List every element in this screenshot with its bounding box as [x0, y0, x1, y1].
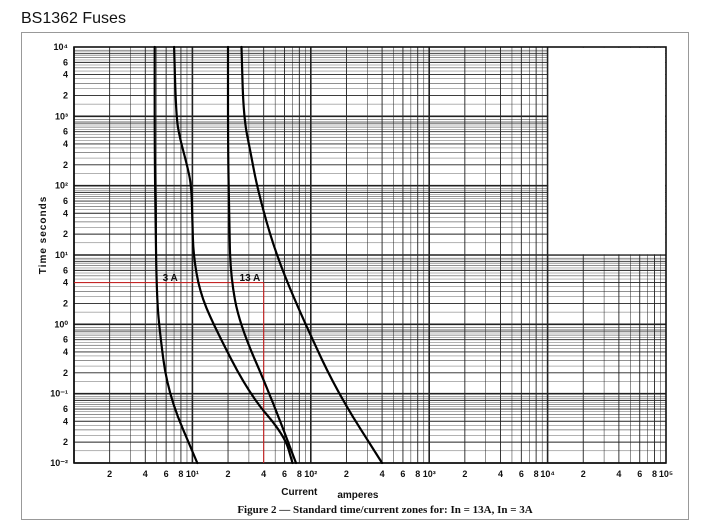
curve-label-3a: 3 A: [163, 273, 178, 284]
x-tick-label: 8: [652, 469, 657, 479]
x-tick-label: 4: [616, 469, 621, 479]
y-tick-label: 6: [63, 265, 68, 275]
y-tick-label: 10⁰: [54, 319, 68, 329]
x-tick-label: 10¹: [186, 469, 199, 479]
y-tick-label: 2: [63, 368, 68, 378]
y-tick-label: 6: [63, 404, 68, 414]
x-axis-label-unit: amperes: [337, 490, 379, 501]
y-tick-label: 2: [63, 160, 68, 170]
y-tick-label: 2: [63, 90, 68, 100]
blank-region: [548, 47, 666, 255]
curves: [153, 45, 384, 465]
x-tick-label: 10⁴: [540, 469, 554, 479]
page-title: BS1362 Fuses: [21, 10, 126, 27]
x-tick-label: 8: [534, 469, 539, 479]
x-axis-label: Current: [281, 487, 318, 498]
x-tick-label: 2: [462, 469, 467, 479]
y-axis-label: Time seconds: [38, 196, 49, 275]
x-tick-label: 4: [498, 469, 503, 479]
curve-labels: 3 A 13 A: [163, 273, 261, 284]
axis-labels: Current amperes Time seconds: [38, 196, 379, 501]
y-tick-label: 10³: [55, 111, 68, 121]
y-tick-label: 4: [63, 139, 68, 149]
y-tick-label: 6: [63, 196, 68, 206]
y-tick-label: 10¹: [55, 250, 68, 260]
y-tick-label: 10⁴: [54, 42, 68, 52]
y-tick-label: 4: [63, 347, 68, 357]
x-tick-label: 4: [261, 469, 266, 479]
x-tick-label: 2: [226, 469, 231, 479]
x-tick-label: 8: [178, 469, 183, 479]
y-tick-label: 6: [63, 57, 68, 67]
time-current-chart: 10⁴ 6 4 2 10³ 6 4 2 10² 6 4 2 10¹ 6 4 2 10⁰ 6 4 2 10⁻¹ 6 4 2 10⁻…: [38, 42, 673, 516]
x-tick-label: 10³: [423, 469, 436, 479]
curve-13A-min: [226, 45, 298, 465]
x-tick-label: 2: [581, 469, 586, 479]
y-tick-label: 6: [63, 127, 68, 137]
y-tick-label: 4: [63, 208, 68, 218]
x-tick-label: 6: [637, 469, 642, 479]
x-tick-label: 6: [164, 469, 169, 479]
x-tick-label: 6: [400, 469, 405, 479]
curve-label-13a: 13 A: [240, 273, 261, 284]
y-tick-label: 4: [63, 70, 68, 80]
y-tick-label: 10²: [55, 181, 68, 191]
x-tick-labels: 2 4 6 8 10¹ 2 4 6 8 10² 2 4 6 8 10³ 2 4 6 8 10⁴ 2 4 6 8 10⁵: [107, 469, 673, 479]
curve-13A-max: [240, 45, 384, 465]
y-tick-label: 4: [63, 278, 68, 288]
chart-frame: 10⁴ 6 4 2 10³ 6 4 2 10² 6 4 2 10¹ 6 4 2 10⁰ 6 4 2 10⁻¹ 6 4 2 10⁻…: [21, 32, 689, 520]
x-tick-label: 6: [282, 469, 287, 479]
y-tick-label: 6: [63, 335, 68, 345]
x-tick-label: 8: [415, 469, 420, 479]
y-tick-label: 2: [63, 229, 68, 239]
x-tick-label: 10⁵: [659, 469, 673, 479]
y-tick-label: 2: [63, 298, 68, 308]
x-tick-label: 2: [344, 469, 349, 479]
x-tick-label: 8: [297, 469, 302, 479]
y-tick-label: 10⁻¹: [50, 389, 68, 399]
x-tick-label: 4: [143, 469, 148, 479]
y-tick-label: 2: [63, 437, 68, 447]
x-tick-label: 4: [380, 469, 385, 479]
x-tick-label: 10²: [304, 469, 317, 479]
figure-caption: Figure 2 — Standard time/current zones f…: [237, 504, 532, 516]
y-tick-labels: 10⁴ 6 4 2 10³ 6 4 2 10² 6 4 2 10¹ 6 4 2 10⁰ 6 4 2 10⁻¹ 6 4 2 10⁻…: [50, 42, 68, 468]
curve-3A-min: [153, 45, 199, 465]
x-tick-label: 6: [519, 469, 524, 479]
plot-border: [73, 46, 667, 464]
y-tick-label: 10⁻²: [50, 458, 68, 468]
curve-3A-max: [173, 45, 294, 465]
y-tick-label: 4: [63, 416, 68, 426]
x-tick-label: 2: [107, 469, 112, 479]
